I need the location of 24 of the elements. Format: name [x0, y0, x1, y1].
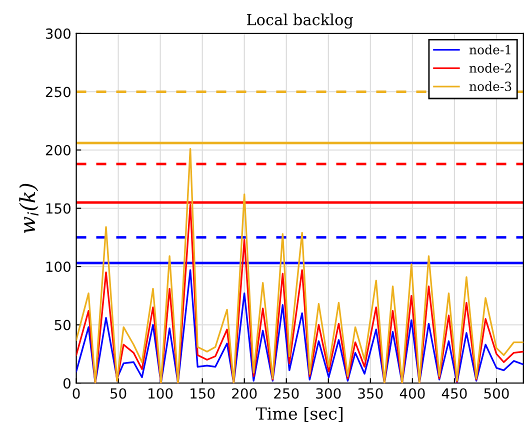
x-tick-label: 400 — [400, 388, 425, 399]
y-tick-label: 100 — [46, 262, 70, 272]
x-tick-label: 250 — [274, 388, 299, 399]
y-tick-label: 200 — [46, 144, 70, 156]
x-tick-label: 100 — [148, 388, 173, 399]
x-axis-title: Time [sec] — [256, 406, 342, 422]
legend-label: node-1 — [469, 44, 510, 54]
y-tick-label: 0 — [63, 378, 70, 389]
x-tick-label: 50 — [110, 388, 126, 399]
y-tick-label: 50 — [54, 320, 70, 330]
x-tick-label: 300 — [316, 388, 341, 399]
y-tick-label: 250 — [46, 86, 70, 98]
x-tick-label: 150 — [190, 388, 215, 399]
x-tick-label: 200 — [232, 388, 257, 399]
x-tick-label: 350 — [358, 388, 383, 399]
legend-label: node-2 — [469, 63, 511, 73]
y-tick-label: 150 — [46, 203, 70, 214]
y-tick-label: 300 — [46, 28, 70, 39]
x-tick-label: 0 — [72, 388, 80, 399]
x-tick-label: 500 — [484, 388, 509, 399]
legend-label: node-3 — [469, 81, 512, 92]
x-tick-label: 450 — [442, 388, 467, 399]
chart-title: Local backlog — [247, 14, 354, 29]
y-axis-title: w$_{i}$(k) — [19, 184, 38, 233]
